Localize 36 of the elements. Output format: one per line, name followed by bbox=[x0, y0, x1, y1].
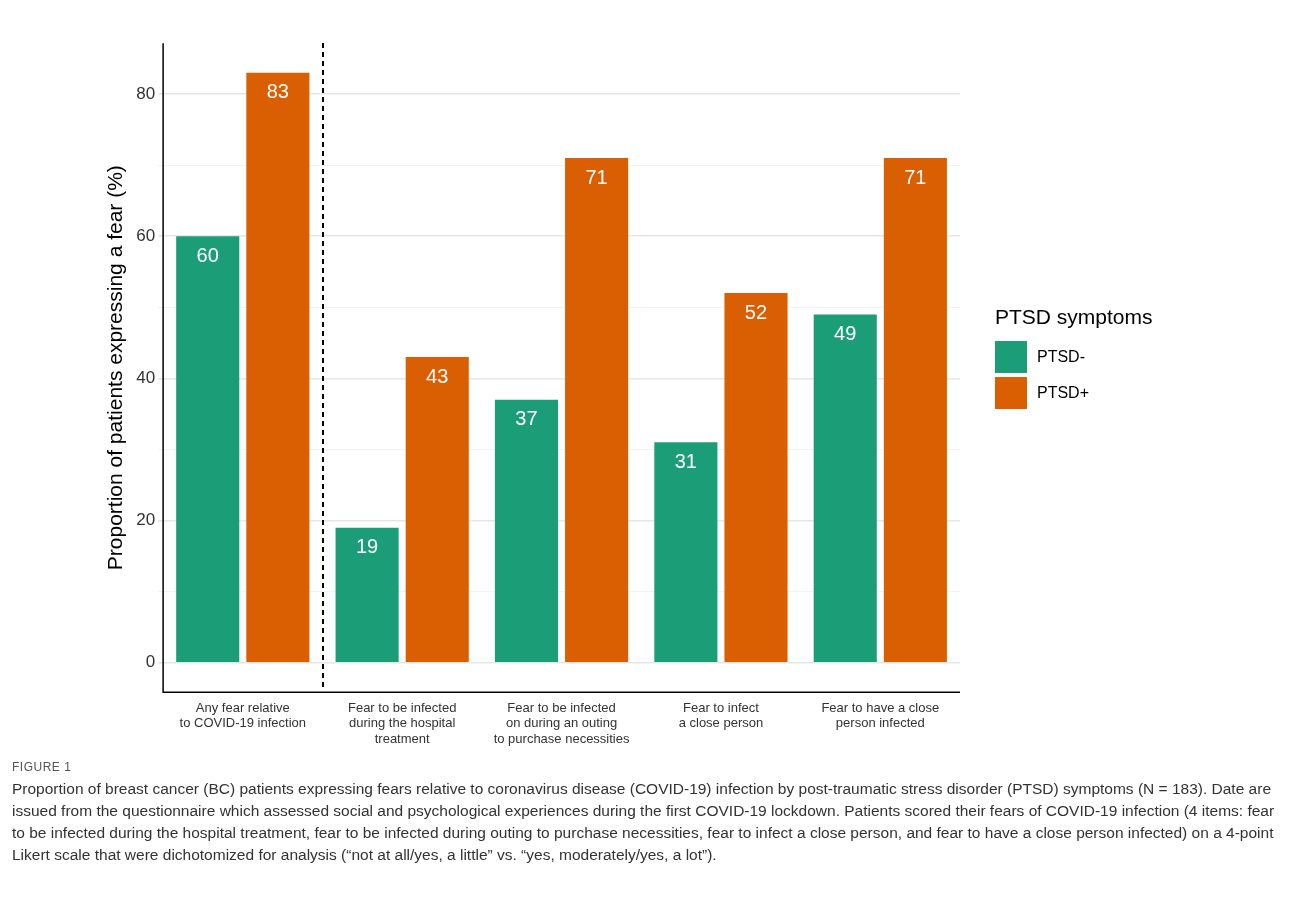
data-label: 60 bbox=[196, 243, 219, 266]
legend-label: PTSD- bbox=[1037, 348, 1085, 366]
bar bbox=[335, 527, 399, 662]
x-tick-label: Fear to have a close person infected bbox=[821, 699, 940, 731]
data-label: 71 bbox=[904, 165, 927, 188]
bar bbox=[176, 236, 240, 662]
x-tick-label: Fear to infect a close person bbox=[678, 699, 764, 731]
data-label: 52 bbox=[744, 300, 768, 323]
caption: FIGURE 1 bbox=[12, 760, 72, 774]
bar bbox=[813, 314, 877, 662]
data-label: 49 bbox=[834, 321, 857, 344]
data-label: 31 bbox=[674, 449, 697, 472]
legend-label: PTSD+ bbox=[1037, 384, 1090, 402]
y-tick-label: 40 bbox=[136, 368, 156, 388]
bar bbox=[883, 158, 947, 662]
bar bbox=[405, 357, 469, 662]
text: Proportion of breast cancer (BC) patients expressing fears relative to coronavirus disease (COVID-19) infection by post-traumatic stress disorder (PTSD) symptoms (N = 183). Date are issued from the questionnaire which assessed social and psychological experiences during the first COVID-19 lockdown. Patients scored their fears of COVID-19 infection (4 items: fear to be infected during the hospital treatment, fear to be infected during outing to purchase necessities, fear to infect a close person, and fear to have a close person infected) on a 4-point Likert scale that were dichotomized for analysis (“not at all/yes, a little” vs. “yes, moderately/yes, a lot”). bbox=[12, 779, 1276, 865]
data-label: 71 bbox=[585, 165, 608, 188]
y-tick-label: 20 bbox=[136, 510, 156, 530]
data-label: 19 bbox=[355, 535, 379, 558]
bar bbox=[565, 158, 629, 662]
x-tick-label: Fear to be infected during the hospital treatment bbox=[347, 699, 457, 746]
bar bbox=[494, 399, 559, 662]
x-tick-label: Any fear relative to COVID-19 infection bbox=[179, 699, 307, 731]
bar bbox=[654, 442, 718, 662]
legend-title: PTSD symptoms bbox=[995, 305, 1153, 329]
data-label: 43 bbox=[426, 364, 449, 387]
data-label: 37 bbox=[515, 407, 538, 430]
x-tick-label: Fear to be infected on during an outing to purchase necessities bbox=[493, 699, 630, 746]
y-tick-label: 80 bbox=[136, 83, 156, 103]
bar bbox=[724, 293, 788, 662]
bar bbox=[246, 72, 310, 662]
data-label: 83 bbox=[266, 80, 289, 103]
y-axis-title: Proportion of patients expressing a fear (%) bbox=[103, 165, 127, 571]
y-tick-label: 0 bbox=[145, 652, 156, 672]
y-tick-label: 60 bbox=[136, 225, 156, 245]
